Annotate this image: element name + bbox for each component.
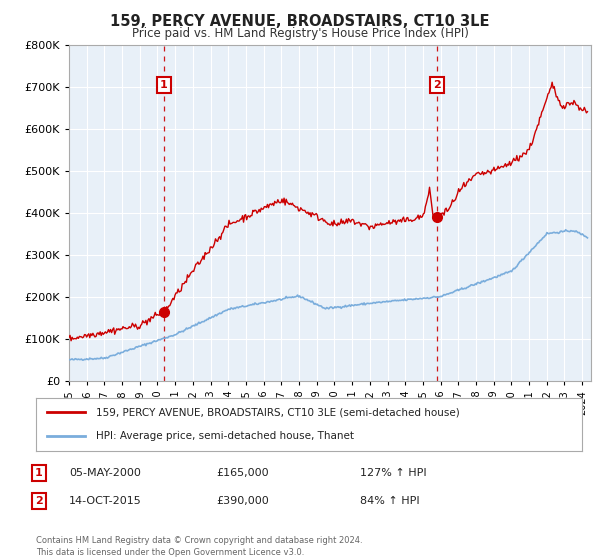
Text: 1: 1 [160,80,168,90]
Text: HPI: Average price, semi-detached house, Thanet: HPI: Average price, semi-detached house,… [96,431,354,441]
Text: 127% ↑ HPI: 127% ↑ HPI [360,468,427,478]
Text: 05-MAY-2000: 05-MAY-2000 [69,468,141,478]
Text: 2: 2 [35,496,43,506]
Text: 14-OCT-2015: 14-OCT-2015 [69,496,142,506]
Text: £390,000: £390,000 [216,496,269,506]
Text: 84% ↑ HPI: 84% ↑ HPI [360,496,419,506]
Text: Contains HM Land Registry data © Crown copyright and database right 2024.
This d: Contains HM Land Registry data © Crown c… [36,536,362,557]
Text: 1: 1 [35,468,43,478]
Text: Price paid vs. HM Land Registry's House Price Index (HPI): Price paid vs. HM Land Registry's House … [131,27,469,40]
Text: 159, PERCY AVENUE, BROADSTAIRS, CT10 3LE (semi-detached house): 159, PERCY AVENUE, BROADSTAIRS, CT10 3LE… [96,408,460,418]
Text: 2: 2 [433,80,441,90]
Text: 159, PERCY AVENUE, BROADSTAIRS, CT10 3LE: 159, PERCY AVENUE, BROADSTAIRS, CT10 3LE [110,14,490,29]
Text: £165,000: £165,000 [216,468,269,478]
